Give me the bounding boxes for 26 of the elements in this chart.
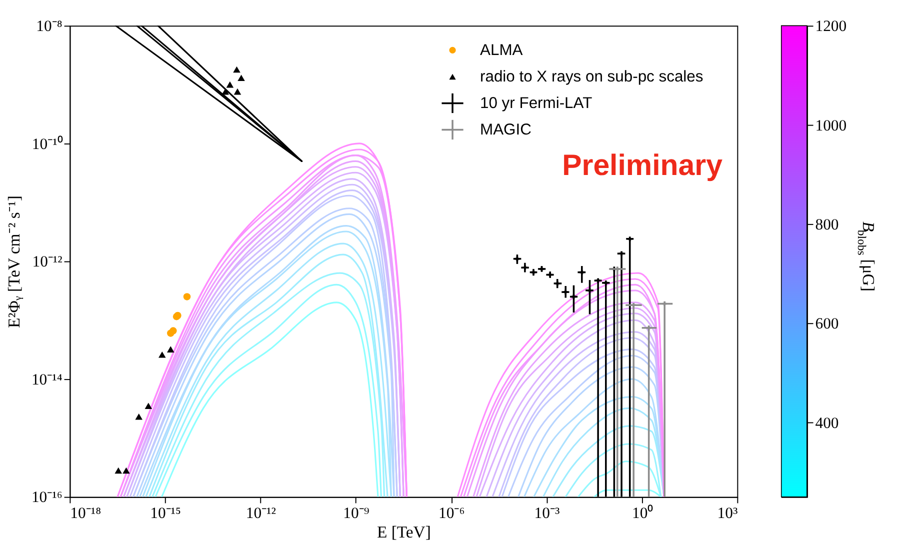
x-tick-label: 10⁻¹² [246,504,276,522]
y-tick-label: 10⁻⁸ [36,18,62,36]
y-tick-label: 10⁻¹⁴ [31,371,63,388]
legend-label: MAGIC [480,122,532,139]
x-tick-label: 10⁻⁶ [438,504,465,522]
x-tick-label: 10⁻¹⁵ [150,504,181,522]
legend-label: radio to X rays on sub-pc scales [480,68,704,86]
annotation: Preliminary [562,148,724,182]
color-bar-label: 400 [815,414,839,432]
x-tick-label: 10⁻⁹ [343,504,370,522]
color-bar-label: 1200 [815,18,847,36]
x-tick-label: 10⁻³ [534,504,560,522]
y-tick-label: 10⁻¹⁰ [32,134,64,153]
color-bar-label: 1000 [815,117,847,134]
color-bar-title: Bblobs [μG] [854,222,878,292]
legend-label: 10 yr Fermi-LAT [480,95,593,112]
legend-label: ALMA [480,42,524,60]
color-bar-label: 600 [815,316,839,333]
x-axis-title: E [TeV] [376,522,431,542]
x-tick-label: 10³ [717,504,738,522]
y-axis-title: E²Φᵧ [TeV cm⁻² s⁻¹] [4,196,24,328]
x-tick-label: 10⁻¹⁸ [70,504,102,522]
y-tick-label: 10⁻¹² [32,254,63,271]
y-tick-label: 10⁻¹⁶ [31,489,62,506]
x-tick-label: 10⁰ [632,504,654,522]
color-bar-label: 800 [815,216,839,234]
